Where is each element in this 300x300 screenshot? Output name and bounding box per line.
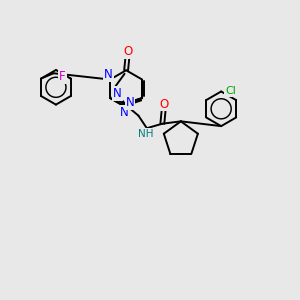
Text: Cl: Cl <box>225 86 236 96</box>
Text: N: N <box>104 68 113 81</box>
Text: F: F <box>59 70 66 83</box>
Text: O: O <box>123 45 132 58</box>
Text: O: O <box>159 98 168 110</box>
Text: N: N <box>113 87 122 100</box>
Text: N: N <box>125 96 134 109</box>
Text: NH: NH <box>139 129 154 139</box>
Text: N: N <box>120 106 129 119</box>
